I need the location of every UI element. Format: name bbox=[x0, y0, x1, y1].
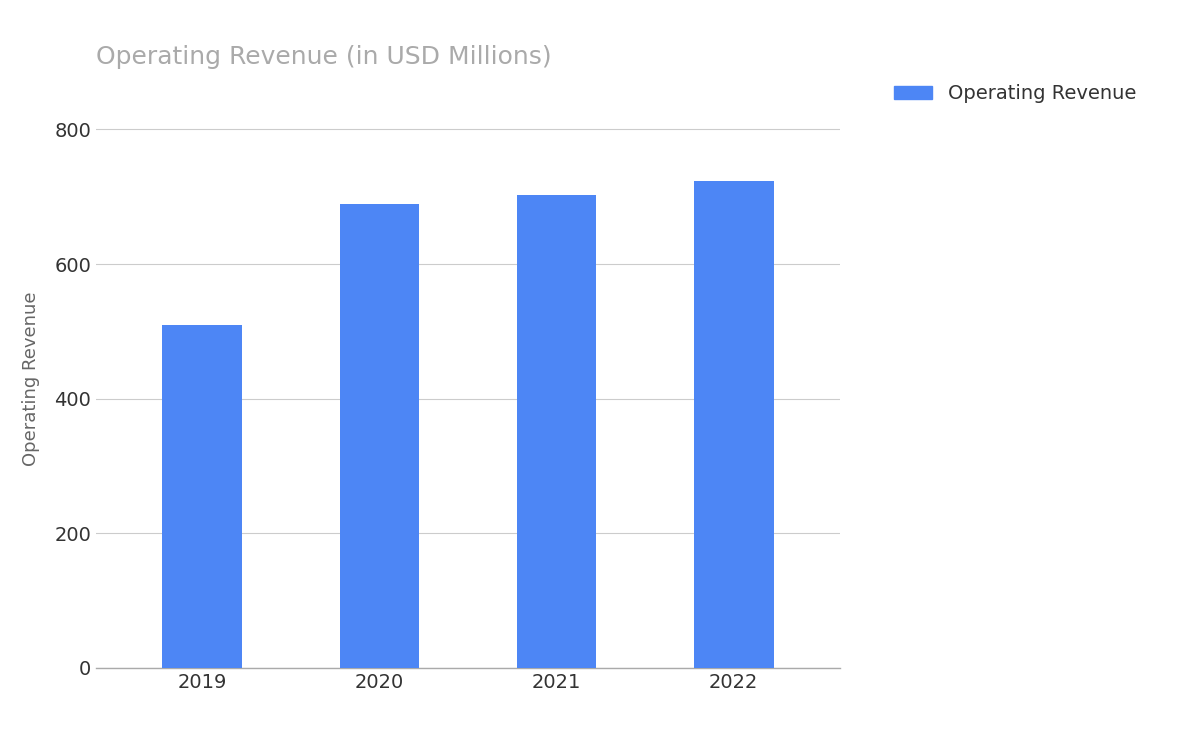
Y-axis label: Operating Revenue: Operating Revenue bbox=[23, 291, 41, 466]
Text: Operating Revenue (in USD Millions): Operating Revenue (in USD Millions) bbox=[96, 45, 552, 69]
Bar bbox=[517, 194, 596, 668]
Bar bbox=[694, 180, 774, 668]
Bar bbox=[340, 204, 419, 668]
Bar bbox=[162, 324, 242, 668]
Legend: Operating Revenue: Operating Revenue bbox=[886, 76, 1144, 111]
